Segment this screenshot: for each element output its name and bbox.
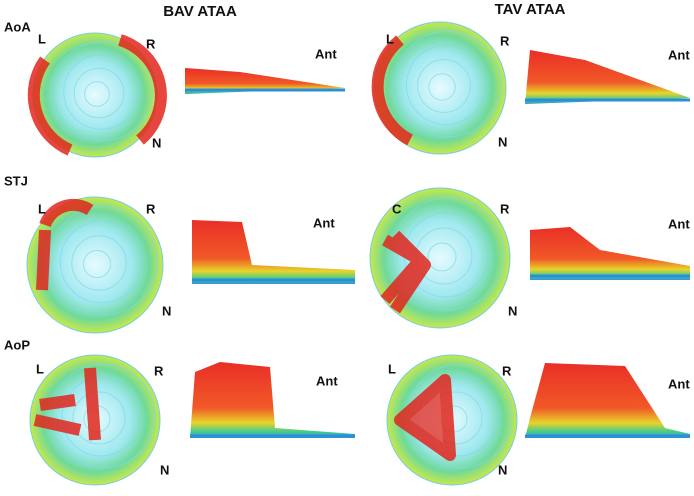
label-top-left: L — [38, 201, 46, 216]
label-side: Ant — [316, 373, 338, 388]
label-top-left: C — [392, 201, 402, 216]
velocity-profile — [185, 68, 345, 94]
swirl — [428, 73, 456, 101]
label-bottom: N — [160, 462, 169, 477]
swirl — [63, 54, 139, 130]
jet-region — [371, 35, 413, 146]
velocity-profile — [525, 50, 690, 104]
velocity-profile — [525, 363, 690, 438]
swirl — [73, 67, 125, 119]
swirl — [417, 59, 471, 113]
jet-region — [27, 34, 167, 156]
swirl — [71, 235, 127, 291]
jet-region — [36, 198, 94, 291]
label-bottom: N — [498, 462, 507, 477]
swirl — [427, 242, 457, 272]
label-bottom: N — [152, 135, 161, 150]
row-label: STJ — [4, 173, 28, 188]
label-bottom: N — [508, 303, 517, 318]
flow-disc — [26, 196, 164, 334]
swirl — [61, 377, 141, 457]
label-side: Ant — [668, 47, 690, 62]
swirl — [72, 391, 126, 445]
label-top-right: R — [146, 36, 156, 51]
label-top-right: R — [500, 201, 510, 216]
label-top-left: L — [388, 361, 396, 376]
swirl — [391, 197, 505, 311]
swirl — [52, 40, 154, 142]
swirl — [394, 30, 502, 138]
swirl — [82, 249, 112, 279]
label-bottom: N — [498, 134, 507, 149]
label-top-right: R — [500, 33, 510, 48]
velocity-profile — [192, 220, 355, 284]
label-side: Ant — [668, 216, 690, 231]
column-title: TAV ATAA — [495, 1, 566, 18]
label-top-left: L — [36, 361, 44, 376]
swirl — [59, 220, 143, 304]
label-side: Ant — [668, 376, 690, 391]
label-bottom: N — [162, 303, 171, 318]
label-top-right: R — [146, 201, 156, 216]
row-label: AoA — [4, 19, 31, 34]
jet-region — [33, 367, 101, 441]
jet-region — [394, 374, 456, 461]
jet-region — [380, 230, 431, 314]
label-side: Ant — [313, 215, 335, 230]
label-top-left: L — [38, 31, 46, 46]
swirl — [405, 44, 487, 126]
label-top-right: R — [502, 363, 512, 378]
swirl — [84, 81, 110, 107]
label-top-left: L — [386, 31, 394, 46]
label-side: Ant — [315, 46, 337, 61]
row-label: AoP — [4, 337, 30, 352]
swirl — [50, 363, 156, 469]
velocity-profile — [190, 362, 355, 438]
velocity-profile — [530, 227, 690, 280]
label-top-right: R — [154, 363, 164, 378]
column-title: BAV ATAA — [163, 3, 237, 20]
